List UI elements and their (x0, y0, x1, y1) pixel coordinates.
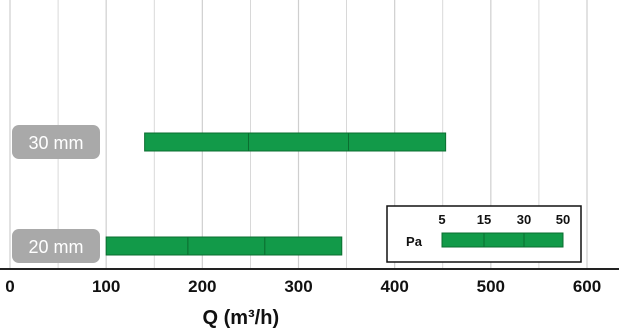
bar-segment (348, 132, 447, 152)
x-axis-title: Q (m³/h) (202, 307, 279, 329)
x-tick-label: 200 (188, 277, 216, 296)
legend-segment (441, 232, 485, 248)
row-label: 30 mm (28, 133, 83, 153)
bar-segment (105, 236, 189, 256)
row-label-badge (12, 229, 100, 263)
x-tick-label: 0 (5, 277, 14, 296)
legend-value: 50 (556, 212, 570, 227)
legend-value: 15 (477, 212, 491, 227)
legend-unit: Pa (406, 234, 423, 249)
x-tick-label: 100 (92, 277, 120, 296)
bar-segment (247, 132, 350, 152)
row-label: 20 mm (28, 237, 83, 257)
row-labels: 30 mm 20 mm (12, 125, 100, 263)
x-tick-label: 400 (380, 277, 408, 296)
bars (105, 132, 447, 256)
x-tick-label: 300 (284, 277, 312, 296)
legend: Pa 5 15 30 50 (386, 205, 582, 263)
legend-value: 30 (517, 212, 531, 227)
legend-value: 5 (438, 212, 445, 227)
bar-segment (144, 132, 249, 152)
x-tick-label: 500 (477, 277, 505, 296)
legend-segment (483, 232, 525, 248)
legend-segment (523, 232, 564, 248)
row-label-badge (12, 125, 100, 159)
x-tick-label: 600 (573, 277, 601, 296)
x-axis-ticks: 0 100 200 300 400 500 600 (5, 277, 601, 296)
bar-segment (187, 236, 266, 256)
bar-segment (264, 236, 343, 256)
